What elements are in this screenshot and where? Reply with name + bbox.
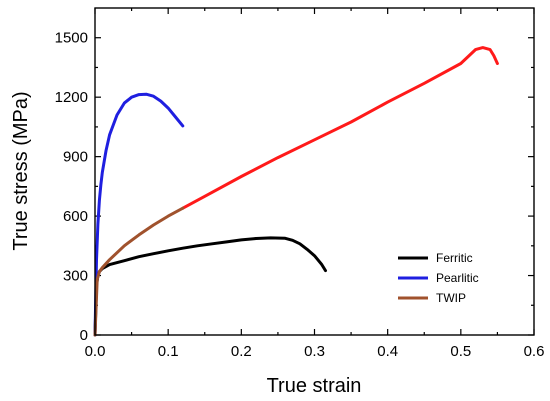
legend-label-ferritic: Ferritic xyxy=(436,251,473,265)
y-tick-label: 0 xyxy=(80,327,88,344)
x-tick-label: 0.1 xyxy=(158,343,179,360)
plot-frame xyxy=(94,7,535,336)
legend-label-pearlitic: Pearlitic xyxy=(436,271,479,285)
y-tick-label: 600 xyxy=(63,208,88,225)
series-line-pearlitic xyxy=(93,92,185,337)
x-tick-label: 0.4 xyxy=(377,343,398,360)
x-tick-label: 0.2 xyxy=(231,343,252,360)
series-line-twip xyxy=(93,206,185,337)
x-axis-ticks: 0.0 0.1 0.2 0.3 0.4 0.5 0.6 xyxy=(85,8,545,360)
y-tick-label: 1200 xyxy=(55,89,88,106)
x-tick-label: 0.5 xyxy=(450,343,471,360)
x-tick-label: 0.3 xyxy=(304,343,325,360)
y-tick-label: 900 xyxy=(63,149,88,166)
series-line-ferritic xyxy=(93,236,327,337)
y-tick-label: 1500 xyxy=(55,30,88,47)
y-tick-label: 300 xyxy=(63,268,88,285)
legend: Ferritic Pearlitic TWIP xyxy=(398,251,479,305)
x-axis-title: True strain xyxy=(267,375,362,397)
series-line-continuation xyxy=(181,46,499,210)
y-axis-ticks: 0 300 600 900 1200 1500 xyxy=(55,30,534,344)
series-group xyxy=(93,46,499,337)
x-tick-label: 0.6 xyxy=(524,343,545,360)
legend-label-twip: TWIP xyxy=(436,291,466,305)
x-tick-label: 0.0 xyxy=(85,343,106,360)
y-axis-title: True stress (MPa) xyxy=(10,91,32,250)
